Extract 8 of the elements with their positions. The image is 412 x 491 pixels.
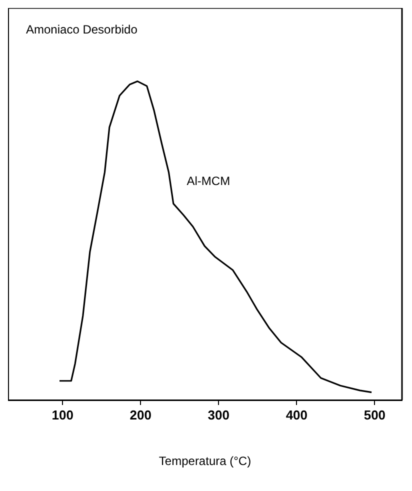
- x-tick-label: 300: [208, 407, 230, 422]
- x-tick-label: 100: [52, 407, 74, 422]
- x-axis-title: Temperatura (°C): [158, 454, 252, 468]
- x-tick-label: 500: [364, 407, 386, 422]
- x-tick-label: 200: [130, 407, 152, 422]
- x-tick-label: 400: [286, 407, 308, 422]
- y-axis-title: Amoniaco Desorbido: [26, 22, 138, 36]
- series-label: Al-MCM: [186, 174, 230, 188]
